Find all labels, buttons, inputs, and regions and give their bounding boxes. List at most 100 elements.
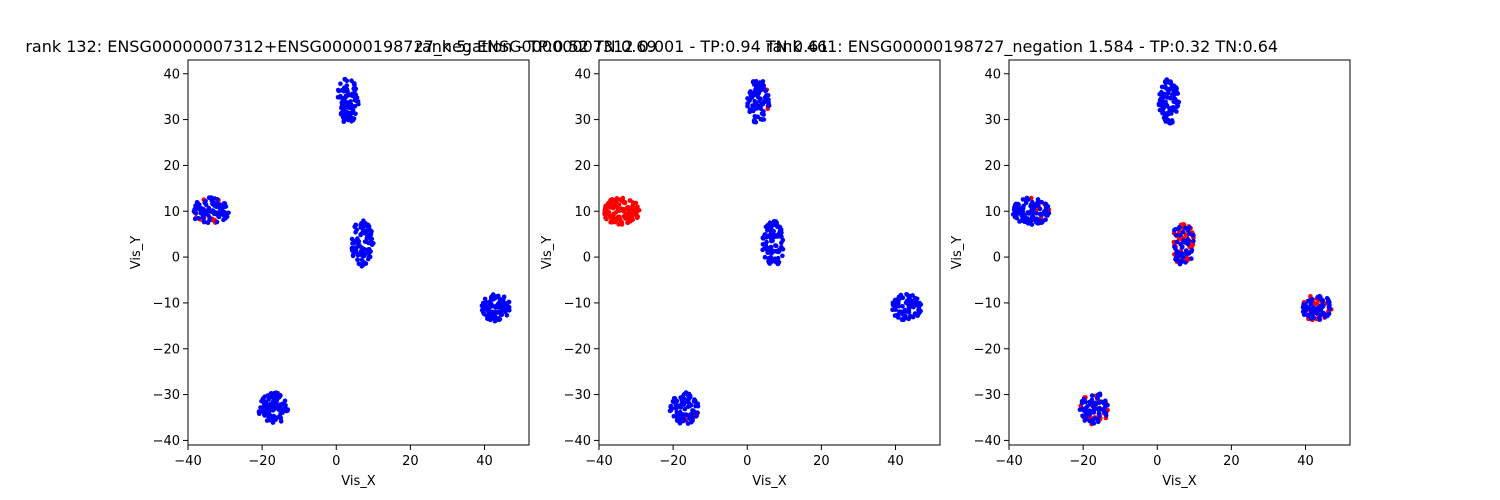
y-axis-label: Vis_Y [540,236,555,269]
x-tick-label: −40 [585,454,612,469]
negative-point [347,92,352,98]
negative-point [1101,401,1107,406]
negative-point [338,81,343,86]
negative-point [350,107,356,113]
negative-point [284,407,290,412]
negative-point [765,248,770,253]
negative-point [506,299,512,305]
x-tick-label: 0 [743,454,751,469]
negative-point [1174,99,1180,104]
negative-point [1045,204,1050,209]
cluster-2 [191,195,231,225]
negative-point [1319,297,1324,302]
negative-point [203,208,208,214]
positive-point [619,198,625,204]
negative-point [779,244,784,250]
cluster-4 [1300,293,1334,323]
negative-point [201,219,207,225]
negative-point [278,393,283,399]
negative-point [773,243,778,248]
y-tick-label: 0 [993,251,1001,266]
negative-point [1102,409,1107,415]
negative-point [480,300,486,306]
y-tick-label: 20 [984,159,1001,174]
negative-point [355,239,360,244]
negative-point [1010,212,1016,217]
y-tick-label: 30 [163,113,180,128]
negative-point [1030,210,1036,215]
negative-point [353,86,359,92]
positive-point [608,219,613,225]
x-tick-label: 20 [402,454,419,469]
negative-point [1091,404,1096,410]
negative-point [1312,309,1318,314]
negative-point [1037,218,1043,223]
positive-point [608,205,613,210]
negative-point [1014,212,1020,217]
x-tick-label: 20 [813,454,830,469]
y-tick-label: 20 [574,159,591,174]
x-axis-label: Vis_X [341,474,375,489]
negative-point [339,105,344,111]
negative-point [1161,105,1166,111]
negative-point [1303,308,1308,314]
negative-point [1185,242,1191,247]
negative-point [1310,297,1315,302]
positive-point [636,208,642,213]
negative-point [1082,409,1088,414]
y-tick-label: 10 [984,205,1001,220]
y-tick-label: −40 [564,434,591,449]
negative-point [361,250,366,255]
negative-point [1091,410,1097,415]
negative-point [221,217,226,223]
y-tick-label: −20 [564,342,591,357]
negative-point [1097,413,1102,418]
negative-point [755,114,760,120]
negative-point [1087,399,1093,405]
negative-point [366,240,372,246]
negative-point [1319,304,1325,310]
x-axis-label: Vis_X [752,474,786,489]
negative-point [780,253,785,259]
cluster-1 [745,79,772,125]
negative-point [198,211,204,216]
negative-point [283,403,288,408]
negative-point [192,216,198,222]
negative-point [896,297,902,303]
negative-point [366,224,372,229]
x-tick-label: 20 [1223,454,1240,469]
negative-point [489,310,495,316]
negative-point [222,201,228,206]
negative-point [1026,211,1031,216]
positive-point [618,207,623,213]
cluster-5 [667,390,701,426]
subplot-3: −40 −20 0 20 40 −40 −30 −20 −10 0 10 20 30 40 Vis_X Vis… [950,59,1351,489]
negative-point [1169,92,1175,97]
y-axis-label: Vis_Y [950,236,965,269]
negative-point [751,119,757,125]
negative-point [776,249,782,254]
negative-point [1086,410,1091,416]
negative-point [1305,313,1311,319]
negative-point [345,115,351,120]
scatter-points [1010,77,1334,427]
negative-point [1094,406,1100,412]
y-axis-label: Vis_Y [129,236,144,269]
negative-point [212,211,217,217]
negative-point [353,111,358,116]
negative-point [1172,227,1177,233]
subplot-title-2: rank 5: ENSG00000007312 0.001 - TP:0.94 … [415,37,828,56]
negative-point [349,236,355,242]
negative-point [1032,204,1038,209]
negative-point [1093,400,1098,406]
negative-point [278,416,284,421]
negative-point [891,302,896,308]
negative-point [1165,95,1170,100]
y-tick-label: −10 [564,296,591,311]
y-tick-label: 20 [163,159,180,174]
x-tick-label: −40 [995,454,1022,469]
negative-point [1163,99,1168,104]
positive-point [630,200,636,205]
negative-point [260,396,266,401]
